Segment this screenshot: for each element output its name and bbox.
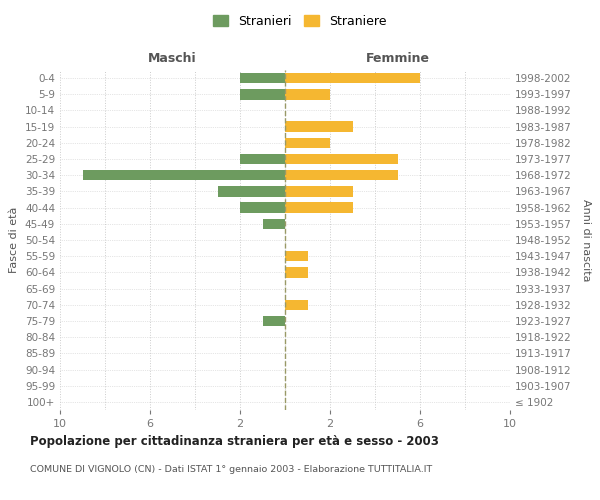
Text: Popolazione per cittadinanza straniera per età e sesso - 2003: Popolazione per cittadinanza straniera p… [30, 435, 439, 448]
Y-axis label: Fasce di età: Fasce di età [10, 207, 19, 273]
Bar [285, 73, 420, 84]
Bar [285, 138, 330, 148]
Bar [285, 202, 353, 213]
Bar [285, 267, 308, 278]
Bar [285, 251, 308, 262]
Text: Maschi: Maschi [148, 52, 197, 65]
Text: Femmine: Femmine [365, 52, 430, 65]
Bar [263, 316, 285, 326]
Bar [285, 170, 398, 180]
Bar [285, 300, 308, 310]
Bar [285, 186, 353, 196]
Bar [263, 218, 285, 229]
Bar [240, 89, 285, 100]
Bar [218, 186, 285, 196]
Bar [285, 122, 353, 132]
Bar [285, 154, 398, 164]
Y-axis label: Anni di nascita: Anni di nascita [581, 198, 591, 281]
Bar [83, 170, 285, 180]
Bar [240, 154, 285, 164]
Bar [240, 202, 285, 213]
Text: COMUNE DI VIGNOLO (CN) - Dati ISTAT 1° gennaio 2003 - Elaborazione TUTTITALIA.IT: COMUNE DI VIGNOLO (CN) - Dati ISTAT 1° g… [30, 465, 432, 474]
Legend: Stranieri, Straniere: Stranieri, Straniere [209, 11, 391, 32]
Bar [285, 89, 330, 100]
Bar [240, 73, 285, 84]
